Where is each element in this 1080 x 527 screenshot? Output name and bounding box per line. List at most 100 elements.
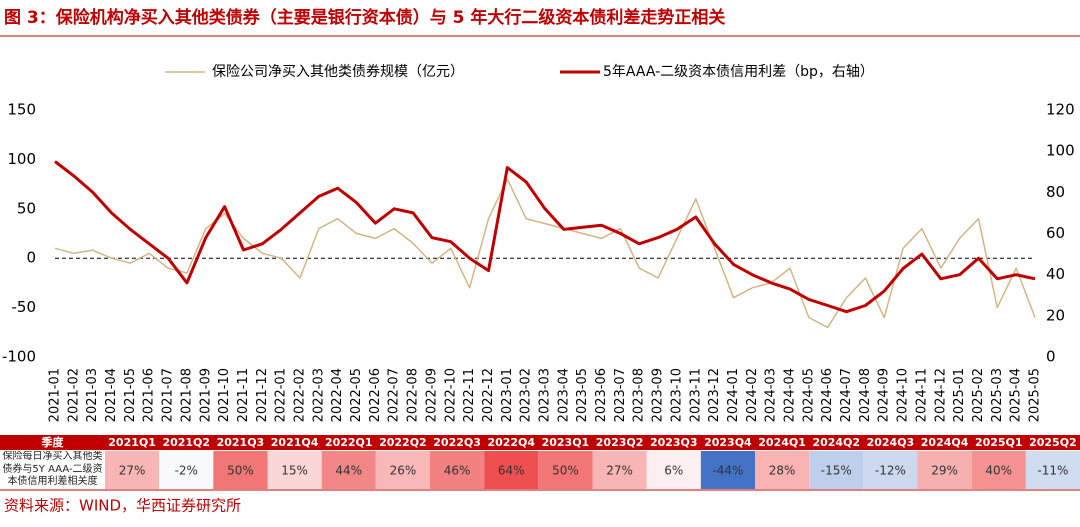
table-quarter: 2023Q3 (650, 436, 698, 449)
table-value: 26% (390, 464, 417, 478)
table-value: 50% (552, 464, 579, 478)
x-tick-label: 2024-05 (801, 368, 816, 422)
table-value: 27% (606, 464, 633, 478)
x-tick-label: 2022-04 (330, 368, 345, 422)
x-tick-label: 2025-04 (1009, 368, 1024, 422)
x-tick-label: 2022-03 (311, 368, 326, 422)
y-tick-label: -100 (2, 348, 36, 366)
x-tick-label: 2024-06 (820, 368, 835, 422)
x-tick-label: 2022-06 (368, 368, 383, 422)
table-quarter: 2021Q2 (162, 436, 210, 449)
x-tick-label: 2023-07 (613, 368, 628, 422)
x-tick-label: 2023-03 (538, 368, 553, 422)
series-line (54, 178, 1036, 329)
table-cell (538, 451, 593, 489)
series-line (54, 160, 1036, 314)
table-value: -2% (175, 464, 198, 478)
table-quarter: 2022Q1 (325, 436, 373, 449)
table-value: 6% (664, 464, 683, 478)
x-tick-label: 2024-12 (933, 368, 948, 422)
table-value: 50% (227, 464, 254, 478)
x-tick-label: 2025-02 (971, 368, 986, 422)
x-tick-label: 2024-08 (858, 368, 873, 422)
x-tick-label: 2023-10 (669, 368, 684, 422)
table-value: 46% (444, 464, 471, 478)
x-tick-label: 2021-05 (123, 368, 138, 422)
legend-label: 5年AAA-二级资本债信用利差（bp，右轴） (603, 64, 874, 80)
x-tick-label: 2024-01 (726, 368, 741, 422)
x-tick-label: 2021-10 (217, 368, 232, 422)
x-tick-label: 2023-04 (556, 368, 571, 422)
y-tick-label: 100 (7, 150, 36, 168)
y2-tick-label: 20 (1046, 306, 1065, 324)
table-row-label: 保险每日净买入其他类债券与5Y AAA-二级资本债信用利差相关度 (2, 451, 103, 487)
table-quarter: 2022Q2 (379, 436, 427, 449)
x-tick-label: 2022-09 (424, 368, 439, 422)
y2-tick-label: 40 (1046, 265, 1065, 283)
table-quarter: 2024Q3 (867, 436, 915, 449)
x-tick-label: 2024-03 (764, 368, 779, 422)
table-cell (863, 451, 918, 489)
x-tick-label: 2022-10 (443, 368, 458, 422)
x-tick-label: 2021-02 (66, 368, 81, 422)
x-tick-label: 2023-05 (575, 368, 590, 422)
table-cell (159, 451, 214, 489)
table-quarter: 2021Q3 (217, 436, 265, 449)
x-tick-label: 2024-07 (839, 368, 854, 422)
table-value: 15% (281, 464, 308, 478)
table-cell (105, 451, 160, 489)
table-value: 27% (119, 464, 146, 478)
x-tick-label: 2023-09 (651, 368, 666, 422)
table-quarter: 2023Q1 (542, 436, 590, 449)
table-value: -11% (1037, 464, 1068, 478)
x-tick-label: 2022-02 (293, 368, 308, 422)
table-quarter: 2025Q1 (975, 436, 1023, 449)
table-quarter: 2021Q4 (271, 436, 319, 449)
table-header-bg (0, 435, 1080, 450)
y-tick-label: 150 (7, 101, 36, 119)
table-cell (430, 451, 485, 489)
y-tick-label: 50 (17, 199, 36, 217)
x-tick-label: 2022-07 (387, 368, 402, 422)
x-tick-label: 2022-05 (349, 368, 364, 422)
table-quarter: 2025Q2 (1029, 436, 1077, 449)
y2-tick-label: 80 (1046, 183, 1065, 201)
y-tick-label: 0 (26, 249, 36, 267)
table-cell (592, 451, 647, 489)
table-quarter: 2024Q2 (812, 436, 860, 449)
table-value: -15% (821, 464, 852, 478)
x-tick-label: 2021-06 (142, 368, 157, 422)
table-cell (484, 451, 539, 489)
table-value: -44% (712, 464, 743, 478)
y2-tick-label: 100 (1046, 142, 1075, 160)
table-quarter: 2022Q4 (487, 436, 535, 449)
y-tick-label: -50 (12, 298, 37, 316)
x-tick-label: 2024-11 (914, 368, 929, 422)
x-tick-label: 2021-11 (236, 368, 251, 422)
table-cell (755, 451, 810, 489)
x-tick-label: 2022-01 (274, 368, 289, 422)
x-tick-label: 2025-05 (1028, 368, 1043, 422)
table-row-label-box: 保险每日净买入其他类债券与5Y AAA-二级资本债信用利差相关度 (2, 451, 103, 487)
x-tick-label: 2023-06 (594, 368, 609, 422)
table-value: -12% (875, 464, 906, 478)
table-cell (321, 451, 376, 489)
table-cell (971, 451, 1026, 489)
table-quarter: 2024Q4 (921, 436, 969, 449)
x-tick-label: 2022-08 (406, 368, 421, 422)
x-tick-label: 2022-11 (462, 368, 477, 422)
table-cell (917, 451, 972, 489)
x-tick-label: 2023-12 (707, 368, 722, 422)
x-tick-label: 2023-11 (688, 368, 703, 422)
x-tick-label: 2023-08 (632, 368, 647, 422)
legend-label: 保险公司净买入其他类债券规模（亿元） (212, 64, 464, 80)
y2-tick-label: 120 (1046, 101, 1075, 119)
x-tick-label: 2021-12 (255, 368, 270, 422)
x-tick-label: 2023-01 (500, 368, 515, 422)
x-tick-label: 2021-09 (198, 368, 213, 422)
table-cell (267, 451, 322, 489)
source: 资料来源：WIND，华西证券研究所 (4, 497, 241, 515)
x-tick-label: 2021-07 (161, 368, 176, 422)
table-cell (1025, 451, 1080, 489)
